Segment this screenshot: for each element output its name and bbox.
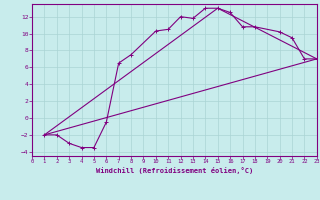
X-axis label: Windchill (Refroidissement éolien,°C): Windchill (Refroidissement éolien,°C) — [96, 167, 253, 174]
